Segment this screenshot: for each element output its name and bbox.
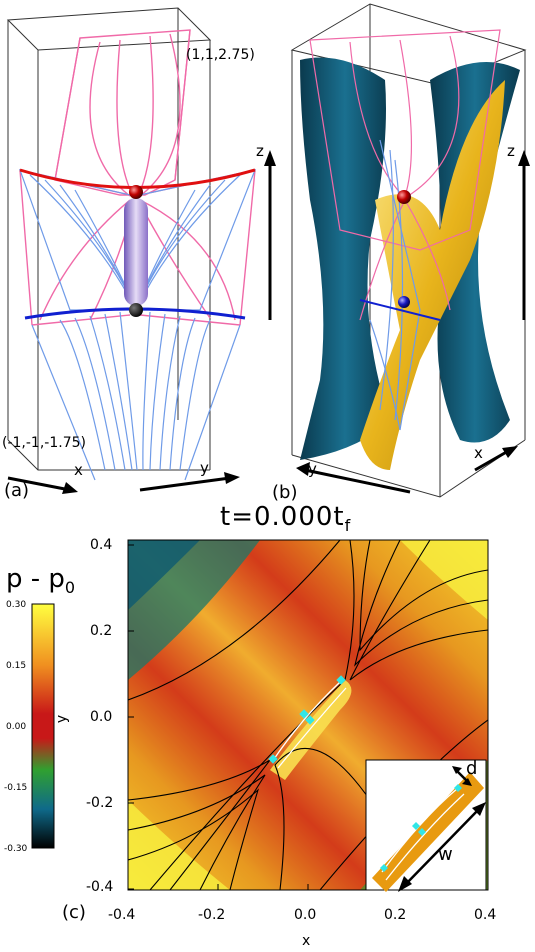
inset-d-label: d — [466, 758, 478, 779]
xtick-4: 0.4 — [474, 907, 497, 923]
panel-b-teal-surface-left — [300, 57, 390, 460]
panel-b-x-label: x — [474, 444, 483, 462]
colorbar-tick-4: -0.30 — [4, 844, 28, 854]
panel-b-y-label: y — [308, 460, 317, 478]
panel-a-lower-corner-label: (-1,-1,-1.75) — [2, 435, 86, 451]
panel-c-title-subscript: f — [344, 516, 352, 536]
panel-a-current-sheet — [124, 198, 148, 306]
ytick-3: -0.2 — [86, 795, 114, 811]
colorbar-tick-3: -0.15 — [4, 783, 28, 793]
colorbar-title-text: p - p — [6, 564, 65, 594]
inset-w-arrow — [403, 807, 481, 887]
panel-c-label: (c) — [62, 902, 86, 923]
panel-a-x-label: x — [74, 461, 83, 479]
xtick-2: 0.0 — [294, 907, 317, 923]
panel-c-title: t=0.000tf — [220, 504, 351, 534]
panel-a-blue-null — [129, 303, 143, 317]
panel-b-teal-surface-right — [430, 62, 520, 443]
colorbar-tick-0: 0.30 — [6, 600, 27, 610]
panel-a-label: (a) — [4, 480, 30, 501]
panel-a-x-arrow — [7, 476, 71, 492]
panel-a-y-label: y — [200, 459, 209, 477]
panel-b-field-lines — [309, 29, 501, 431]
inset-sheet — [372, 772, 484, 892]
colorbar — [31, 603, 55, 849]
panel-b-label: (b) — [272, 482, 298, 503]
panel-b-gold-surface — [360, 80, 505, 470]
main-current-sheet — [271, 681, 347, 769]
panel-b-blue-null — [398, 296, 410, 308]
plot-tick-marks — [127, 544, 489, 890]
panel-b-red-null — [397, 190, 411, 204]
xtick-0: -0.4 — [108, 907, 136, 923]
panel-a-z-label: z — [256, 142, 264, 160]
ytick-1: 0.2 — [90, 623, 113, 639]
panel-c-ylabel: y — [54, 714, 71, 724]
panel-c-title-text: t=0.000t — [220, 502, 345, 532]
ytick-2: 0.0 — [90, 709, 113, 725]
colorbar-title: p - p0 — [6, 566, 75, 596]
xtick-3: 0.2 — [384, 907, 407, 923]
colorbar-tick-1: 0.15 — [6, 661, 27, 671]
panel-b-x-arrow — [474, 448, 511, 472]
main-markers — [268, 675, 346, 764]
panel-a-y-arrow — [139, 476, 231, 492]
panel-a-upper-corner-label: (1,1,2.75) — [186, 47, 255, 63]
panel-b-y-arrow — [304, 468, 411, 494]
ytick-0: 0.4 — [90, 537, 113, 553]
colorbar-tick-2: 0.00 — [6, 722, 27, 732]
panel-b-z-label: z — [507, 142, 515, 160]
panel-c-xlabel: x — [302, 933, 311, 949]
inset-w-label: w — [438, 844, 453, 865]
xtick-1: -0.2 — [198, 907, 226, 923]
colorbar-title-subscript: 0 — [64, 578, 76, 598]
ytick-4: -0.4 — [86, 879, 114, 895]
panel-a-red-null — [129, 185, 143, 199]
